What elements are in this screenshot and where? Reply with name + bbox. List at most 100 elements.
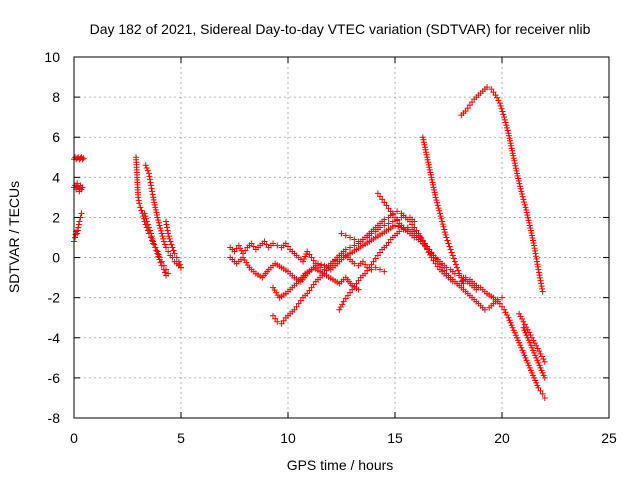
data-point [237, 245, 244, 252]
data-point [441, 226, 448, 233]
axis-ticks [73, 56, 610, 419]
data-point [339, 301, 346, 308]
x-tick-label: 25 [601, 430, 617, 446]
data-point [538, 283, 545, 290]
data-point [513, 170, 520, 177]
data-point [528, 344, 535, 351]
data-point [520, 349, 527, 356]
data-point [163, 244, 170, 251]
data-point [432, 191, 439, 198]
data-point [434, 263, 441, 270]
data-point [456, 270, 463, 277]
data-point [536, 362, 543, 369]
data-point [392, 214, 398, 221]
data-point [306, 287, 313, 294]
series-arc2 [71, 180, 86, 195]
data-point [512, 332, 519, 339]
data-point [415, 230, 422, 237]
data-point [525, 217, 532, 224]
data-point [338, 230, 345, 237]
data-point [310, 257, 317, 264]
data-point [448, 249, 455, 256]
data-point [422, 146, 429, 153]
data-point [342, 232, 349, 239]
data-point [167, 238, 174, 245]
series-arc17 [477, 284, 548, 401]
data-point [507, 319, 514, 326]
data-point [518, 344, 525, 351]
data-point [370, 258, 377, 265]
data-point [531, 349, 538, 356]
data-point [421, 241, 428, 248]
data-point [152, 204, 159, 211]
data-point [442, 231, 449, 238]
data-point [418, 235, 425, 242]
data-point [447, 246, 454, 253]
data-point [297, 297, 304, 304]
data-point [501, 306, 508, 313]
data-point [530, 372, 537, 379]
data-point [481, 306, 488, 313]
data-point [383, 242, 390, 249]
data-point [351, 283, 358, 290]
data-point [510, 327, 517, 334]
data-point [515, 337, 522, 344]
data-point [445, 240, 452, 247]
data-point [420, 136, 427, 143]
y-tick-label: -8 [48, 410, 61, 426]
data-point [135, 197, 142, 204]
data-point [175, 258, 182, 265]
data-point [519, 347, 526, 354]
series-arc18 [516, 310, 548, 365]
x-tick-label: 5 [177, 430, 185, 446]
data-point [151, 199, 158, 206]
x-tick-label: 15 [387, 430, 403, 446]
data-point [532, 352, 539, 359]
data-point [539, 285, 546, 292]
series-arc7 [163, 218, 184, 271]
data-point [151, 241, 158, 248]
data-point [426, 251, 433, 258]
data-point [534, 345, 541, 352]
data-point [494, 94, 501, 101]
data-point [377, 249, 384, 256]
data-point [301, 256, 308, 263]
data-point [170, 247, 177, 254]
data-point [154, 250, 161, 257]
series-arc4 [133, 154, 172, 277]
data-point [274, 242, 281, 249]
data-point [533, 342, 540, 349]
data-point [517, 185, 524, 192]
data-point [425, 249, 432, 256]
data-point [148, 233, 155, 240]
data-point [337, 304, 344, 311]
data-point [299, 258, 306, 265]
data-point [427, 169, 434, 176]
data-point [501, 114, 508, 121]
y-tick-label: 4 [52, 169, 60, 185]
data-point [411, 224, 418, 231]
data-point [144, 221, 151, 228]
data-point [381, 199, 388, 206]
data-point [152, 244, 159, 251]
data-point [523, 324, 530, 331]
data-point [503, 312, 510, 319]
data-point [158, 262, 165, 269]
data-point [540, 356, 547, 363]
y-tick-label: 6 [52, 129, 60, 145]
data-point [392, 222, 398, 229]
data-point [425, 161, 432, 168]
data-point [157, 225, 164, 232]
data-point [423, 151, 430, 158]
data-point [516, 310, 523, 317]
series-arc3 [71, 210, 85, 245]
data-point [149, 188, 156, 195]
data-point [308, 284, 315, 291]
data-point [387, 208, 394, 215]
data-point [145, 170, 152, 177]
data-point [509, 324, 516, 331]
data-point [359, 258, 366, 265]
data-point [528, 369, 535, 376]
data-point [524, 214, 531, 221]
data-point [160, 238, 167, 245]
